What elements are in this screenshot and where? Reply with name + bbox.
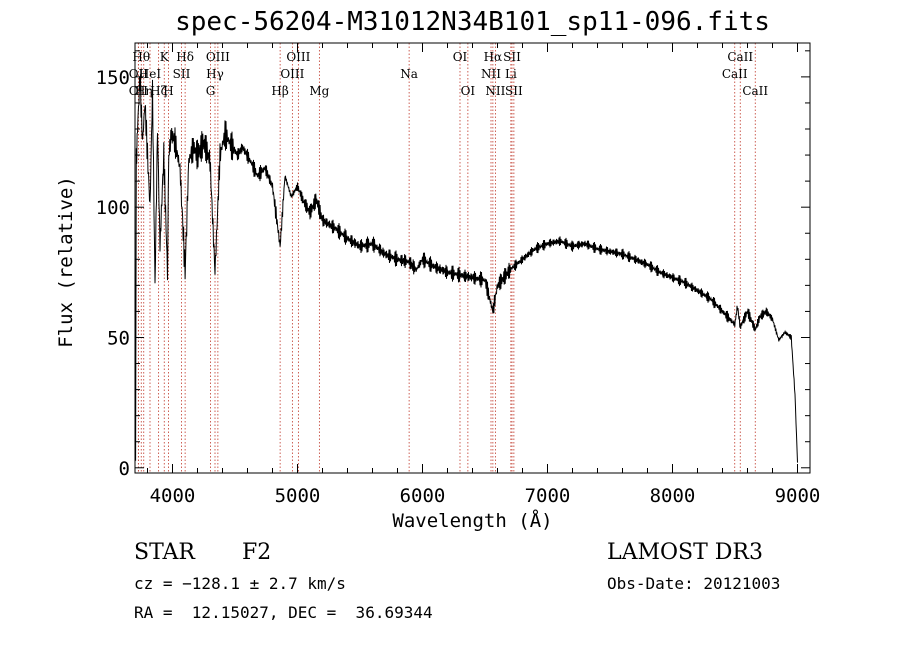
line-label-13: Hβ — [271, 84, 288, 98]
line-label-16: Mg — [309, 84, 329, 98]
line-label-7: H — [163, 84, 173, 98]
axis-ticks: 4000 5000 6000 7000 8000 9000 0 50 100 150 — [96, 43, 821, 507]
y-tick-label-2: 100 — [96, 197, 130, 219]
series-line-0 — [134, 74, 798, 463]
line-label-21: Hα — [484, 50, 503, 64]
line-label-20: NII — [481, 67, 501, 81]
line-label-22: NII — [485, 84, 505, 98]
line-label-8: SII — [173, 67, 191, 81]
y-tick-label-1: 50 — [107, 327, 130, 349]
line-label-4: HeI — [139, 67, 162, 81]
line-label-15: OIII — [286, 50, 310, 64]
line-label-25: SII — [505, 84, 523, 98]
line-label-3: Hη — [135, 84, 153, 98]
x-tick-label-0: 4000 — [150, 485, 196, 507]
line-label-6: K — [160, 50, 170, 64]
line-label-11: Hγ — [206, 67, 224, 81]
line-label-14: OIII — [280, 67, 304, 81]
y-tick-label-3: 150 — [96, 67, 130, 89]
line-label-23: Li — [505, 67, 517, 81]
line-label-1: OII — [129, 84, 149, 98]
line-label-9: Hδ — [176, 50, 194, 64]
coordinates: RA = 12.15027, DEC = 36.69344 — [134, 603, 433, 622]
spectrum-series — [134, 74, 798, 463]
x-tick-label-5: 9000 — [775, 485, 821, 507]
line-label-0: OII — [129, 67, 149, 81]
redshift-cz: cz = −128.1 ± 2.7 km/s — [134, 574, 346, 593]
line-label-18: OI — [453, 50, 468, 64]
line-label-24: SII — [503, 50, 521, 64]
x-tick-label-2: 6000 — [400, 485, 446, 507]
y-tick-label-0: 0 — [119, 458, 130, 480]
x-tick-label-1: 5000 — [275, 485, 321, 507]
chart-title: spec-56204-M31012N34B101_sp11-096.fits — [175, 7, 770, 37]
line-labels: OIIOIIHθHηHeIHζKHSIIHδGHγOIIIHβOIIIOIIIM… — [129, 50, 769, 98]
line-label-26: CaII — [722, 67, 748, 81]
x-tick-label-4: 8000 — [650, 485, 696, 507]
x-axis-label: Wavelength (Å) — [392, 510, 553, 532]
object-class: STAR — [134, 540, 195, 565]
line-label-27: CaII — [727, 50, 753, 64]
line-label-19: OI — [461, 84, 476, 98]
line-label-17: Na — [400, 67, 418, 81]
line-label-2: Hθ — [132, 50, 150, 64]
line-label-28: CaII — [742, 84, 768, 98]
line-label-10: G — [206, 84, 216, 98]
survey-name: LAMOST DR3 — [607, 540, 763, 565]
object-subclass: F2 — [242, 540, 272, 565]
observation-date: Obs-Date: 20121003 — [607, 574, 781, 593]
plot-frame — [134, 42, 811, 474]
y-axis-label: Flux (relative) — [55, 176, 77, 348]
spectral-line-markers — [137, 43, 756, 473]
x-tick-label-3: 7000 — [525, 485, 571, 507]
line-label-12: OIII — [206, 50, 230, 64]
line-label-5: Hζ — [150, 84, 167, 98]
